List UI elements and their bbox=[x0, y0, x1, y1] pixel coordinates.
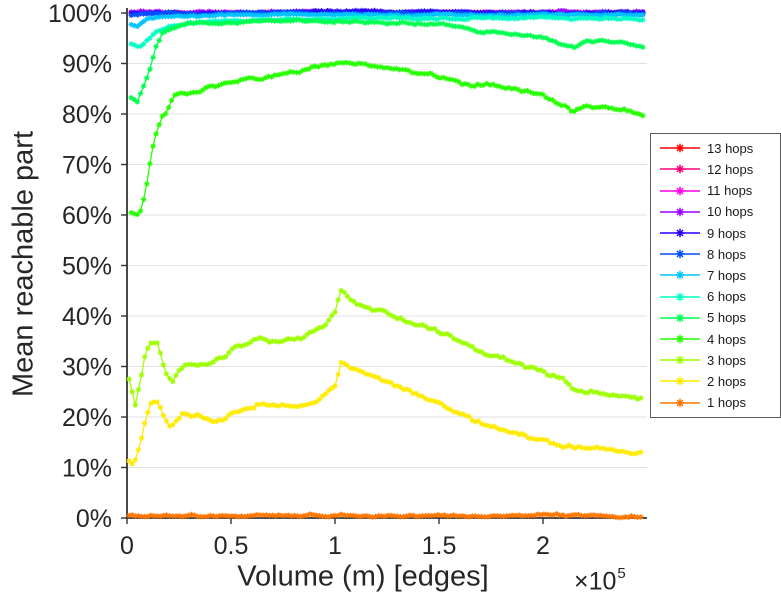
legend-label: 5 hops bbox=[707, 310, 747, 326]
legend-item-13-hops: 13 hops bbox=[658, 138, 778, 158]
legend-box: 13 hops 12 hops 11 hops 10 hops 9 hops 8 hops… bbox=[650, 133, 781, 418]
legend-label: 2 hops bbox=[707, 373, 747, 389]
legend-marker bbox=[660, 377, 700, 386]
legend-item-9-hops: 9 hops bbox=[658, 223, 778, 243]
legend-label: 12 hops bbox=[707, 161, 754, 177]
legend-label: 9 hops bbox=[707, 225, 747, 241]
legend-marker bbox=[660, 313, 700, 323]
legend-item-7-hops: 7 hops bbox=[658, 265, 778, 285]
x-tick-label: 0 bbox=[120, 532, 134, 560]
x-axis-label: Volume (m) [edges] bbox=[237, 560, 489, 593]
series-markers-3-hops bbox=[126, 287, 644, 408]
legend-marker bbox=[660, 292, 700, 301]
series-line-3-hops bbox=[128, 289, 642, 406]
legend-label: 10 hops bbox=[707, 204, 754, 220]
y-axis-label: Mean reachable part bbox=[7, 131, 40, 397]
legend-label: 3 hops bbox=[707, 352, 747, 368]
series-line-5-hops bbox=[130, 19, 644, 103]
legend-marker bbox=[660, 356, 700, 365]
y-tick-label: 50% bbox=[62, 253, 112, 281]
legend-item-8-hops: 8 hops bbox=[658, 244, 778, 264]
legend-marker bbox=[660, 144, 700, 153]
x-tick-label: 0.5 bbox=[214, 532, 249, 560]
legend-marker bbox=[660, 334, 700, 344]
y-tick-label: 80% bbox=[62, 101, 112, 129]
legend-item-2-hops: 2 hops bbox=[658, 371, 778, 391]
y-tick-label: 30% bbox=[62, 354, 112, 382]
legend-item-5-hops: 5 hops bbox=[658, 308, 778, 328]
x-tick-label: 1 bbox=[328, 532, 342, 560]
y-tick-label: 40% bbox=[62, 303, 112, 331]
series-markers-4-hops bbox=[128, 59, 646, 218]
legend-label: 7 hops bbox=[707, 267, 747, 283]
y-tick-label: 0% bbox=[76, 505, 112, 533]
legend-label: 13 hops bbox=[707, 140, 754, 156]
legend-item-1-hops: 1 hops bbox=[658, 393, 778, 413]
legend-marker bbox=[660, 228, 700, 238]
x-tick-label: 1.5 bbox=[422, 532, 457, 560]
legend-item-4-hops: 4 hops bbox=[658, 329, 778, 349]
legend-item-10-hops: 10 hops bbox=[658, 202, 778, 222]
legend-item-12-hops: 12 hops bbox=[658, 159, 778, 179]
legend-marker bbox=[660, 271, 700, 280]
x-axis-multiplier: ×105 bbox=[574, 565, 626, 596]
legend-label: 4 hops bbox=[707, 331, 747, 347]
legend-item-11-hops: 11 hops bbox=[658, 181, 778, 201]
legend-item-6-hops: 6 hops bbox=[658, 287, 778, 307]
x-axis-multiplier-base: ×10 bbox=[574, 567, 617, 596]
y-tick-label: 20% bbox=[62, 404, 112, 432]
legend-label: 8 hops bbox=[707, 246, 747, 262]
legend-marker bbox=[660, 186, 700, 195]
series-markers-2-hops bbox=[126, 359, 644, 467]
y-tick-label: 10% bbox=[62, 455, 112, 483]
y-tick-label: 70% bbox=[62, 152, 112, 180]
series-markers-5-hops bbox=[128, 17, 646, 105]
y-tick-label: 90% bbox=[62, 51, 112, 79]
legend-marker bbox=[660, 250, 700, 259]
legend-marker bbox=[660, 398, 700, 407]
series-group bbox=[126, 7, 646, 521]
legend-label: 11 hops bbox=[707, 183, 753, 199]
series-markers-1-hops bbox=[126, 511, 644, 521]
legend-marker bbox=[660, 207, 700, 217]
x-tick-label: 2 bbox=[536, 532, 550, 560]
legend-label: 6 hops bbox=[707, 289, 747, 305]
legend-marker bbox=[660, 165, 700, 174]
y-tick-label: 60% bbox=[62, 202, 112, 230]
y-tick-label: 100% bbox=[48, 0, 112, 28]
x-axis-multiplier-exponent: 5 bbox=[617, 565, 626, 582]
legend-item-3-hops: 3 hops bbox=[658, 350, 778, 370]
legend-label: 1 hops bbox=[707, 395, 747, 411]
